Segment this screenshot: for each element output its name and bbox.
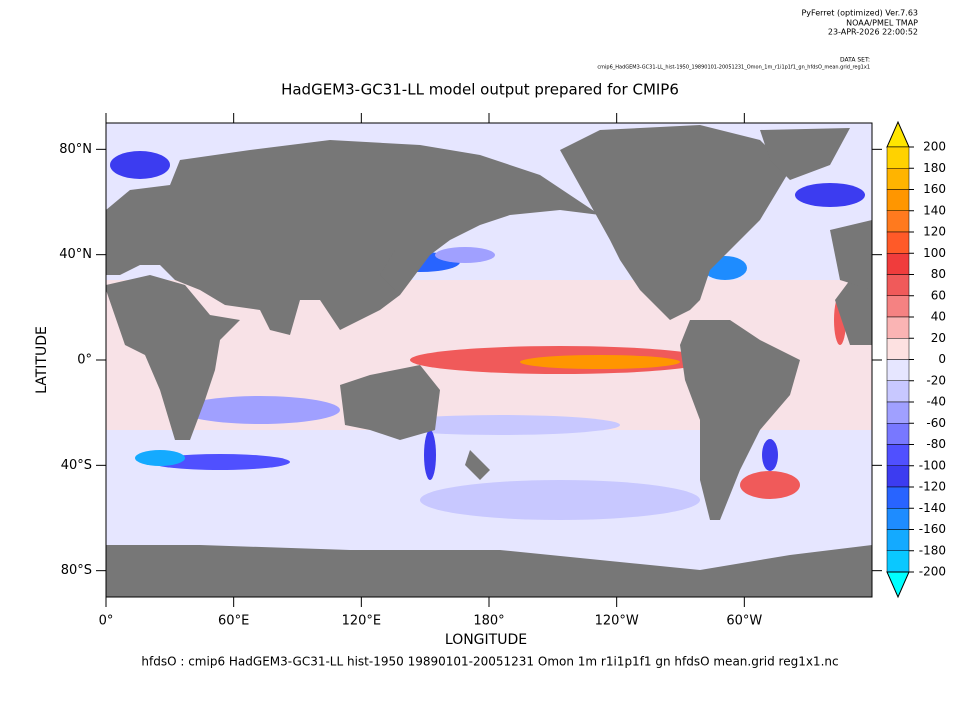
header-line: 23-APR-2026 22:00:52 xyxy=(828,28,918,37)
colorbar-extension xyxy=(886,571,910,599)
colorbar-box xyxy=(886,423,910,445)
colorbar-tick-label: 80 xyxy=(931,267,946,281)
y-tick-label: 0° xyxy=(77,353,92,368)
colorbar-tick-label: -120 xyxy=(919,480,946,494)
header-line: PyFerret (optimized) Ver.7.63 xyxy=(801,9,918,18)
colorbar-box xyxy=(886,146,910,169)
colorbar-tick-label: -80 xyxy=(926,437,946,451)
y-tick-label: 40°N xyxy=(59,247,92,262)
colorbar-box xyxy=(886,486,910,509)
colorbar-box xyxy=(886,444,910,466)
footer: hfdsO : cmip6 HadGEM3-GC31-LL hist-1950 … xyxy=(141,655,838,669)
colorbar-tick-label: 40 xyxy=(931,310,946,324)
colorbar-box xyxy=(886,253,910,275)
x-tick-label: 120°W xyxy=(595,614,639,629)
colorbar-tick-label: -100 xyxy=(919,458,946,472)
colorbar-box xyxy=(886,529,910,551)
colorbar-box xyxy=(886,295,910,318)
colorbar-tick-label: -60 xyxy=(926,416,946,430)
colorbar-box xyxy=(886,189,910,211)
colorbar-tick-label: 140 xyxy=(923,203,946,217)
y-tick-label: 80°N xyxy=(59,142,92,157)
colorbar-box xyxy=(886,550,910,573)
colorbar-box xyxy=(886,359,910,381)
colorbar-tick-label: -200 xyxy=(919,565,946,579)
colorbar-tick-label: 60 xyxy=(931,288,946,302)
dataset-label: DATA SET: xyxy=(840,57,870,64)
header-line: NOAA/PMEL TMAP xyxy=(846,19,918,28)
y-axis-label: LATITUDE xyxy=(34,326,50,394)
colorbar-tick-label: 160 xyxy=(923,182,946,196)
colorbar-tick-label: -160 xyxy=(919,522,946,536)
colorbar-box xyxy=(886,401,910,424)
x-tick-label: 0° xyxy=(99,614,114,629)
colorbar-box xyxy=(886,168,910,190)
colorbar-tick-label: 200 xyxy=(923,140,946,154)
dataset-name: cmip6_HadGEM3-GC31-LL_hist-1950_19890101… xyxy=(597,65,870,71)
colorbar-tick-label: 0 xyxy=(938,352,946,366)
x-tick-label: 60°E xyxy=(218,614,249,629)
colorbar-box xyxy=(886,338,910,360)
colorbar-tick-label: 120 xyxy=(923,225,946,239)
colorbar-tick-label: -20 xyxy=(926,373,946,387)
colorbar-tick-label: 100 xyxy=(923,246,946,260)
x-tick-label: 60°W xyxy=(726,614,762,629)
colorbar-box xyxy=(886,210,910,233)
y-tick-label: 40°S xyxy=(61,458,92,473)
colorbar-tick-label: 180 xyxy=(923,161,946,175)
x-tick-label: 180° xyxy=(473,614,504,629)
colorbar-box xyxy=(886,465,910,488)
colorbar-box xyxy=(886,380,910,403)
y-tick-label: 80°S xyxy=(61,563,92,578)
title: HadGEM3-GC31-LL model output prepared fo… xyxy=(281,81,679,99)
colorbar-tick-label: -40 xyxy=(926,395,946,409)
colorbar-box xyxy=(886,274,910,296)
x-tick-label: 120°E xyxy=(342,614,382,629)
colorbar-tick-label: -140 xyxy=(919,501,946,515)
colorbar-tick-label: -180 xyxy=(919,543,946,557)
land xyxy=(106,125,872,597)
colorbar-box xyxy=(886,316,910,339)
colorbar-box xyxy=(886,508,910,530)
colorbar-extension xyxy=(886,120,910,148)
colorbar-tick-label: 20 xyxy=(931,331,946,345)
x-axis-label: LONGITUDE xyxy=(445,632,527,648)
colorbar-box xyxy=(886,231,910,254)
